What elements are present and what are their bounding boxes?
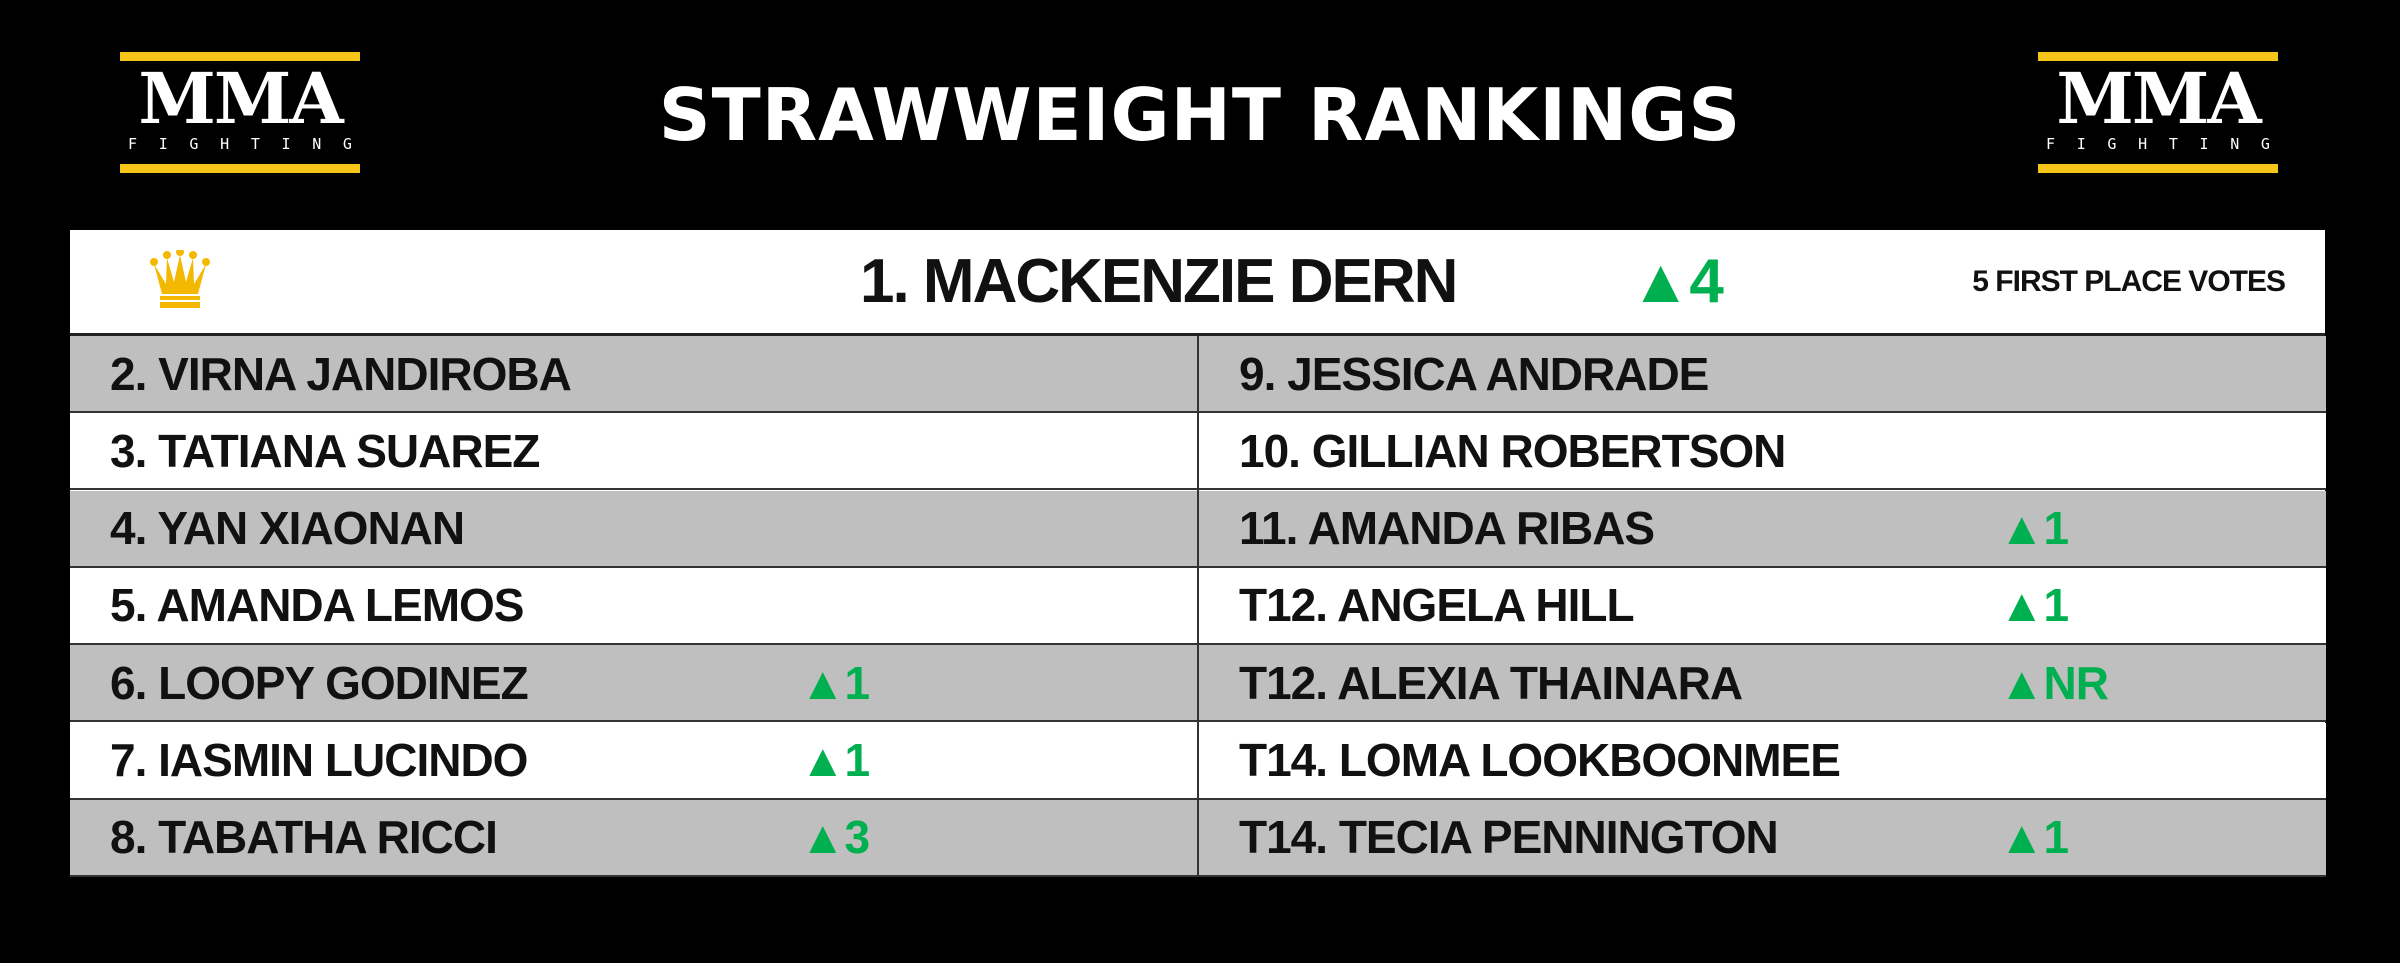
logo-letter: G xyxy=(2260,135,2270,153)
logo-letter: T xyxy=(250,135,260,153)
logo-letter: H xyxy=(220,135,230,153)
fighter-name: 5. AMANDA LEMOS xyxy=(110,579,525,632)
fighter-name: 3. TATIANA SUAREZ xyxy=(110,424,540,477)
logo-letter: I xyxy=(158,135,168,153)
logo-letter: G xyxy=(2107,135,2117,153)
ranking-row: 5. AMANDA LEMOS xyxy=(70,567,1197,645)
champion-name: 1. MACKENZIE DERN xyxy=(860,247,1458,316)
rank-movement: ▲1 xyxy=(1999,579,2069,632)
ranking-row: 2. VIRNA JANDIROBA xyxy=(70,336,1197,413)
ranking-row: 6. LOOPY GODINEZ ▲1 xyxy=(70,645,1197,723)
ranking-row: T12. ALEXIA THAINARA ▲NR xyxy=(1199,645,2326,723)
logo-letter: N xyxy=(312,135,322,153)
rank-movement: ▲1 xyxy=(800,656,870,709)
logo-letter: I xyxy=(2076,135,2086,153)
logo-left: MMA F I G H T I N G xyxy=(120,52,360,174)
logo-letter: G xyxy=(342,135,352,153)
ranking-row: T12. ANGELA HILL ▲1 xyxy=(1199,567,2326,645)
champion-row: 1. MACKENZIE DERN ▲4 5 FIRST PLACE VOTES xyxy=(70,230,2325,336)
fighter-name: T12. ANGELA HILL xyxy=(1239,579,1635,632)
rank-movement: ▲1 xyxy=(800,734,870,786)
ranking-row: 9. JESSICA ANDRADE xyxy=(1199,336,2326,413)
fighter-name: 7. IASMIN LUCINDO xyxy=(110,734,528,786)
fighter-name: 2. VIRNA JANDIROBA xyxy=(110,347,572,400)
logo-text: MMA xyxy=(2056,57,2261,140)
fighter-name: 4. YAN XIAONAN xyxy=(110,502,465,555)
logo-letter: T xyxy=(2168,135,2178,153)
logo-letter: N xyxy=(2230,135,2240,153)
ranking-row: T14. TECIA PENNINGTON ▲1 xyxy=(1199,799,2326,877)
ranking-row: T14. LOMA LOOKBOONMEE xyxy=(1199,722,2326,800)
rank-movement: ▲1 xyxy=(1999,502,2069,555)
logo-text: MMA xyxy=(138,57,343,140)
column-divider xyxy=(1197,336,1199,877)
ranking-row: 8. TABATHA RICCI ▲3 xyxy=(70,799,1197,877)
first-place-votes: 5 FIRST PLACE VOTES xyxy=(1972,265,2286,298)
logo-right: MMA F I G H T I N G xyxy=(2038,52,2278,174)
logo-letter: F xyxy=(128,135,138,153)
logo-letter: F xyxy=(2046,135,2056,153)
rank-movement: ▲1 xyxy=(1999,811,2069,864)
ranking-row: 11. AMANDA RIBAS ▲1 xyxy=(1199,490,2326,568)
fighter-name: T14. TECIA PENNINGTON xyxy=(1239,811,1779,864)
fighter-name: 10. GILLIAN ROBERTSON xyxy=(1239,424,1786,477)
crown-icon xyxy=(150,250,210,308)
logo-letter: I xyxy=(281,135,291,153)
ranking-row: 4. YAN XIAONAN xyxy=(70,490,1197,568)
ranking-row: 7. IASMIN LUCINDO ▲1 xyxy=(70,722,1197,800)
rank-movement: ▲3 xyxy=(800,811,870,864)
logo-letter: G xyxy=(189,135,199,153)
page-title: STRAWWEIGHT RANKINGS xyxy=(658,73,1742,157)
champion-movement: ▲4 xyxy=(1630,247,1724,316)
rank-movement: ▲NR xyxy=(1999,656,2109,709)
rankings-table: 1. MACKENZIE DERN ▲4 5 FIRST PLACE VOTES… xyxy=(70,230,2326,877)
fighter-name: 9. JESSICA ANDRADE xyxy=(1239,347,1709,400)
fighter-name: 8. TABATHA RICCI xyxy=(110,811,498,864)
ranking-row: 3. TATIANA SUAREZ xyxy=(70,413,1197,491)
ranking-row: 10. GILLIAN ROBERTSON xyxy=(1199,413,2326,491)
logo-letter: H xyxy=(2138,135,2148,153)
fighter-name: 11. AMANDA RIBAS xyxy=(1239,502,1655,555)
fighter-name: T14. LOMA LOOKBOONMEE xyxy=(1239,734,1841,786)
logo-letter: I xyxy=(2199,135,2209,153)
fighter-name: T12. ALEXIA THAINARA xyxy=(1239,656,1743,709)
fighter-name: 6. LOOPY GODINEZ xyxy=(110,656,529,709)
